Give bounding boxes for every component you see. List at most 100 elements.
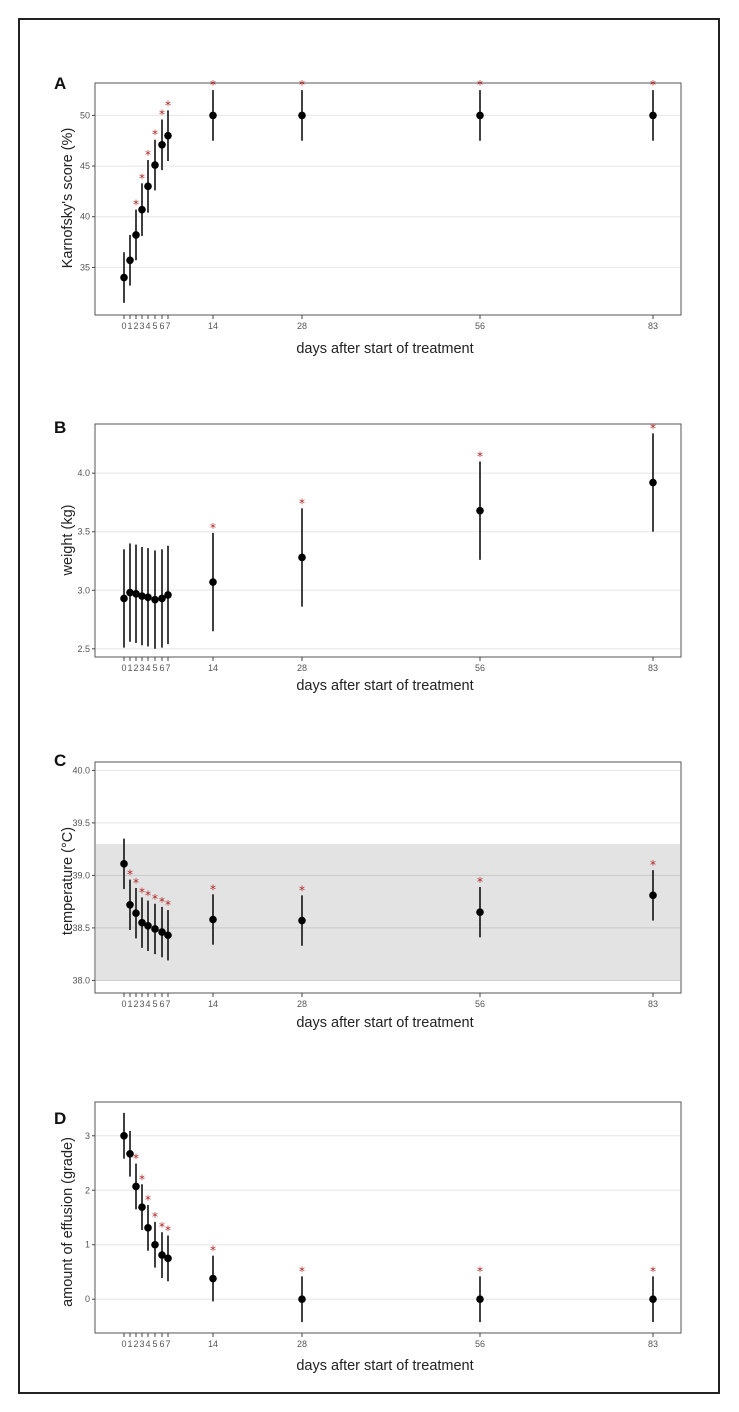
panel-a-data-point <box>132 231 140 239</box>
panel-b-y-tick-label: 3.0 <box>77 585 90 595</box>
panel-b-x-axis-label: days after start of treatment <box>296 678 473 694</box>
panel-c-data-point <box>298 916 306 925</box>
panel-a-significance-star: * <box>152 128 158 142</box>
panel-b-data-point <box>209 578 217 586</box>
panel-a-data-point <box>126 256 134 265</box>
panel-a-x-tick-label: 14 <box>208 321 218 331</box>
panel-b-data-point <box>120 594 128 603</box>
panel-b-data-point <box>138 592 146 600</box>
panel-c-significance-star: * <box>133 876 139 890</box>
panel-c-data-point <box>132 909 140 917</box>
panel-d-data-point <box>209 1274 217 1283</box>
panel-c: C temperature (°C) days after start of t… <box>54 751 682 1031</box>
panel-c-significance-star: * <box>139 885 145 899</box>
panel-b-x-tick-label: 5 <box>152 663 157 673</box>
panel-a-y-tick-label: 50 <box>80 110 90 120</box>
panel-d-significance-star: * <box>133 1152 139 1166</box>
panel-a-x-tick-label: 83 <box>648 321 658 331</box>
panel-d-y-tick-label: 1 <box>85 1240 90 1250</box>
panel-a-data-point <box>164 131 172 140</box>
panel-d-y-tick-label: 0 <box>85 1294 90 1304</box>
panel-a-significance-star: * <box>477 78 483 92</box>
panel-c-y-tick-label: 38.0 <box>72 975 90 985</box>
panel-a-x-tick-label: 5 <box>152 321 157 331</box>
panel-d-plot-area <box>94 1101 682 1334</box>
panel-a-significance-star: * <box>650 78 656 92</box>
panel-c-significance-star: * <box>152 892 158 906</box>
panel-c-x-axis-label: days after start of treatment <box>296 1015 473 1031</box>
panel-d-x-tick-label: 5 <box>152 1339 157 1349</box>
panel-d-data-point <box>164 1254 172 1263</box>
panel-b-data-point <box>298 553 306 562</box>
panel-b: B weight (kg) days after start of treatm… <box>54 418 682 694</box>
panel-c-y-tick-label: 38.5 <box>72 923 90 933</box>
panel-d-x-tick-label: 56 <box>475 1339 485 1349</box>
panel-c-data-point <box>649 891 657 900</box>
panel-a-significance-star: * <box>210 78 216 92</box>
panel-d-significance-star: * <box>165 1223 171 1237</box>
panel-b-x-tick-label: 3 <box>139 663 144 673</box>
panel-a-x-tick-label: 28 <box>297 321 307 331</box>
panel-b-x-tick-label: 2 <box>133 663 138 673</box>
panel-c-x-tick-label: 14 <box>208 999 218 1009</box>
panel-b-x-tick-label: 4 <box>145 663 150 673</box>
panel-a-y-tick-label: 45 <box>80 161 90 171</box>
panel-c-y-tick-label: 39.0 <box>72 870 90 880</box>
panel-a-data-point <box>476 111 484 120</box>
panel-b-x-tick-label: 0 <box>121 663 126 673</box>
panel-b-y-tick-label: 3.5 <box>77 527 90 537</box>
panel-a-significance-star: * <box>139 171 145 185</box>
panel-d-x-axis-label: days after start of treatment <box>296 1358 473 1374</box>
panel-b-significance-star: * <box>299 496 305 510</box>
panel-a-data-point <box>138 205 146 214</box>
panel-a-x-tick-label: 1 <box>127 321 132 331</box>
panel-a-x-tick-label: 2 <box>133 321 138 331</box>
panel-a-y-tick-label: 40 <box>80 212 90 222</box>
panel-b-x-tick-label: 83 <box>648 663 658 673</box>
panel-a-y-axis-label: Karnofsky's score (%) <box>60 128 76 269</box>
panel-d-x-tick-label: 28 <box>297 1339 307 1349</box>
panel-d-data-point <box>138 1203 146 1211</box>
panel-b-y-tick-label: 2.5 <box>77 644 90 654</box>
panel-c-significance-star: * <box>650 858 656 872</box>
panel-a-data-point <box>151 161 159 169</box>
panel-a-significance-star: * <box>133 198 139 212</box>
panel-d-x-tick-label: 14 <box>208 1339 218 1349</box>
panel-a: A Karnofsky's score (%) days after start… <box>54 74 682 357</box>
panel-d-x-tick-label: 7 <box>165 1339 170 1349</box>
panel-b-plot-area <box>94 423 682 658</box>
panel-a-plot-area <box>94 82 682 316</box>
panel-d-data-point <box>120 1131 128 1140</box>
panel-c-data-point <box>138 918 146 927</box>
panel-b-significance-star: * <box>650 421 656 435</box>
panel-d-x-tick-label: 1 <box>127 1339 132 1349</box>
panel-c-significance-star: * <box>210 882 216 896</box>
panel-d-significance-star: * <box>650 1264 656 1278</box>
panel-a-significance-star: * <box>159 107 165 121</box>
panel-a-data-point <box>209 111 217 120</box>
panel-d-data-point <box>132 1182 140 1191</box>
panel-d-data-point <box>126 1149 134 1158</box>
panel-d-data-point <box>476 1295 484 1304</box>
panel-d-x-tick-label: 0 <box>121 1339 126 1349</box>
panel-a-significance-star: * <box>299 78 305 92</box>
panel-d-significance-star: * <box>139 1172 145 1186</box>
panel-c-x-tick-label: 2 <box>133 999 138 1009</box>
panel-b-x-tick-label: 7 <box>165 663 170 673</box>
panel-c-x-tick-label: 83 <box>648 999 658 1009</box>
panel-a-y-tick-label: 35 <box>80 262 90 272</box>
panel-d-data-point <box>298 1295 306 1304</box>
panel-d-data-point <box>649 1295 657 1304</box>
panel-c-data-point <box>158 928 166 936</box>
panel-b-letter: B <box>54 418 66 437</box>
panel-c-x-tick-label: 56 <box>475 999 485 1009</box>
panel-a-data-point <box>298 111 306 120</box>
panel-b-y-axis-label: weight (kg) <box>60 505 76 577</box>
panel-b-data-point <box>476 506 484 515</box>
panel-c-x-tick-label: 7 <box>165 999 170 1009</box>
panel-b-data-point <box>144 593 152 602</box>
panel-c-significance-star: * <box>165 898 171 912</box>
panel-a-data-point <box>649 111 657 120</box>
panel-b-data-point <box>158 594 166 603</box>
